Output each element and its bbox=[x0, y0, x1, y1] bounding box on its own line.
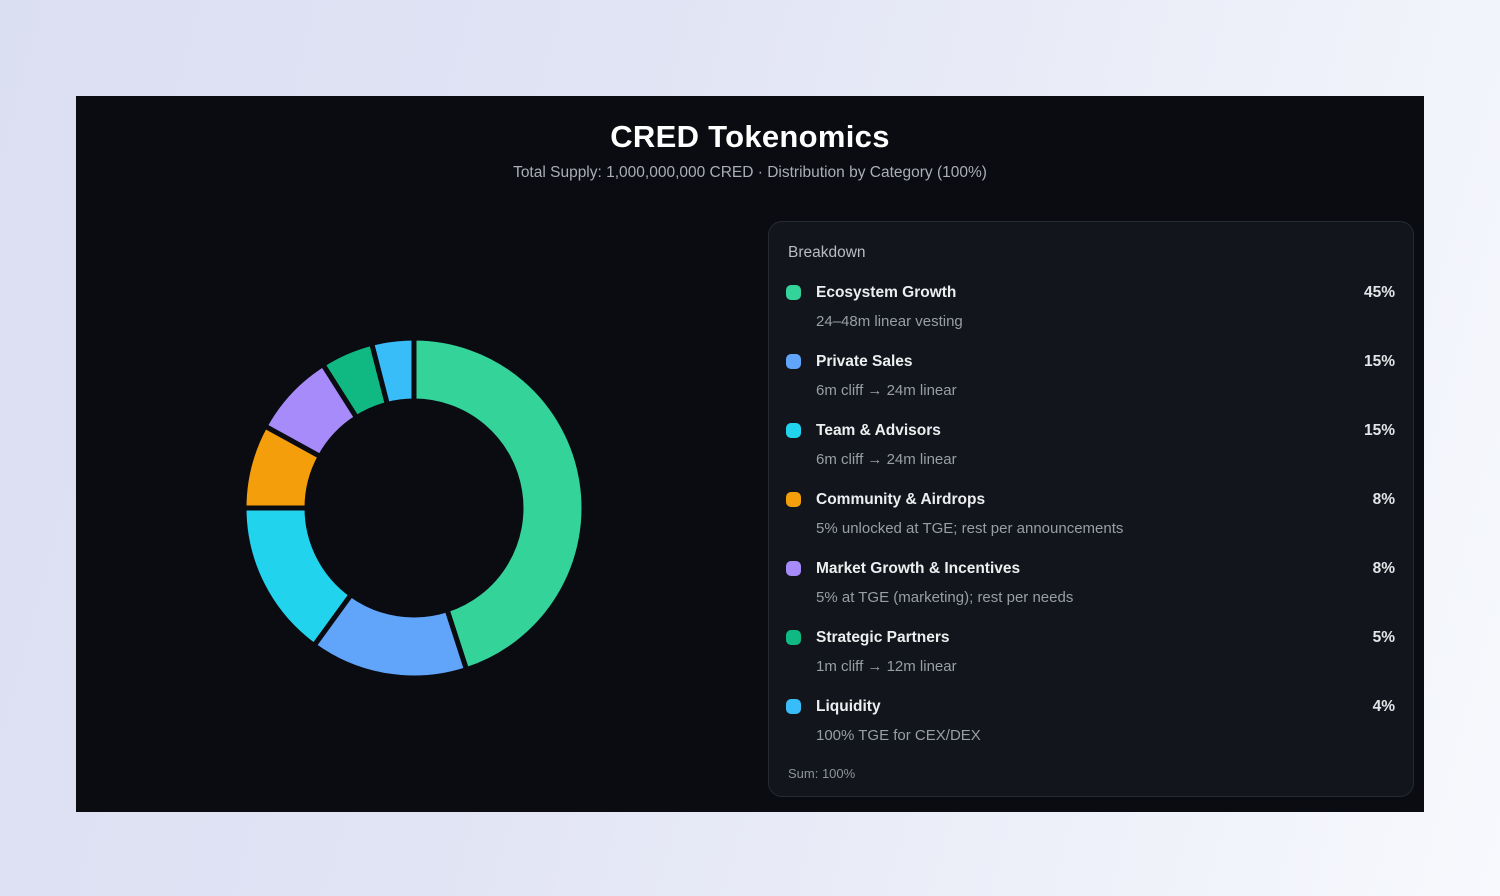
donut-segment bbox=[368, 335, 417, 408]
legend-percent: 45% bbox=[1363, 284, 1395, 301]
legend-item: Strategic Partners 5% 1m cliff → 12m linea… bbox=[786, 628, 1395, 676]
legend-swatch-icon bbox=[786, 492, 801, 507]
legend-swatch-icon bbox=[786, 699, 801, 714]
legend-percent: 5% bbox=[1372, 629, 1395, 646]
legend-item: Private Sales 15% 6m cliff → 24m linear bbox=[786, 352, 1395, 400]
legend-item-row: Liquidity 4% bbox=[786, 697, 1395, 716]
legend-note: 5% at TGE (marketing); rest per needs bbox=[816, 589, 1074, 606]
legend-label: Ecosystem Growth bbox=[816, 284, 957, 301]
legend-swatch-icon bbox=[786, 561, 801, 576]
legend-note: 5% unlocked at TGE; rest per announcemen… bbox=[816, 520, 1124, 537]
legend-item: Team & Advisors 15% 6m cliff → 24m linear bbox=[786, 421, 1395, 469]
legend-percent: 8% bbox=[1372, 491, 1395, 508]
legend-item: Market Growth & Incentives 8% 5% at TGE (m… bbox=[786, 559, 1395, 607]
breakdown-heading: Breakdown bbox=[788, 244, 866, 261]
legend-item-row: Ecosystem Growth 45% bbox=[786, 283, 1395, 302]
tokenomics-panel: CRED Tokenomics Total Supply: 1,000,000,… bbox=[76, 96, 1424, 812]
legend-percent: 15% bbox=[1363, 353, 1395, 370]
legend-note: 100% TGE for CEX/DEX bbox=[816, 727, 981, 744]
legend-item-row: Market Growth & Incentives 8% bbox=[786, 559, 1395, 578]
legend-label: Strategic Partners bbox=[816, 629, 950, 646]
legend-item-row: Team & Advisors 15% bbox=[786, 421, 1395, 440]
legend-percent: 8% bbox=[1372, 560, 1395, 577]
legend-item-row: Community & Airdrops 8% bbox=[786, 490, 1395, 509]
breakdown-list: Ecosystem Growth 45% 24–48m linear vesting… bbox=[786, 283, 1395, 745]
legend-swatch-icon bbox=[786, 354, 801, 369]
legend-label: Team & Advisors bbox=[816, 422, 941, 439]
legend-label: Liquidity bbox=[816, 698, 881, 715]
legend-item-row: Strategic Partners 5% bbox=[786, 628, 1395, 647]
legend-label: Community & Airdrops bbox=[816, 491, 986, 508]
legend-note: 6m cliff → 24m linear bbox=[816, 451, 957, 468]
legend-swatch-icon bbox=[786, 285, 801, 300]
legend-label: Private Sales bbox=[816, 353, 913, 370]
legend-item: Liquidity 4% 100% TGE for CEX/DEX bbox=[786, 697, 1395, 745]
legend-percent: 4% bbox=[1372, 698, 1395, 715]
sum-label: Sum: 100% bbox=[788, 766, 856, 781]
donut-chart-svg bbox=[241, 335, 587, 681]
legend-note: 24–48m linear vesting bbox=[816, 313, 963, 330]
legend-item: Community & Airdrops 8% 5% unlocked at TGE… bbox=[786, 490, 1395, 538]
donut-segment bbox=[411, 335, 587, 673]
legend-note: 1m cliff → 12m linear bbox=[816, 658, 957, 675]
page-title: CRED Tokenomics bbox=[610, 119, 890, 154]
legend-item-row: Private Sales 15% bbox=[786, 352, 1395, 371]
legend-percent: 15% bbox=[1363, 422, 1395, 439]
page-subtitle: Total Supply: 1,000,000,000 CRED · Distr… bbox=[513, 164, 987, 182]
breakdown-card: Breakdown Ecosystem Growth 45% 24–48m line… bbox=[768, 221, 1414, 797]
legend-swatch-icon bbox=[786, 423, 801, 438]
legend-item: Ecosystem Growth 45% 24–48m linear vesting bbox=[786, 283, 1395, 331]
legend-label: Market Growth & Incentives bbox=[816, 560, 1021, 577]
legend-swatch-icon bbox=[786, 630, 801, 645]
legend-note: 6m cliff → 24m linear bbox=[816, 382, 957, 399]
donut-chart bbox=[234, 328, 594, 688]
